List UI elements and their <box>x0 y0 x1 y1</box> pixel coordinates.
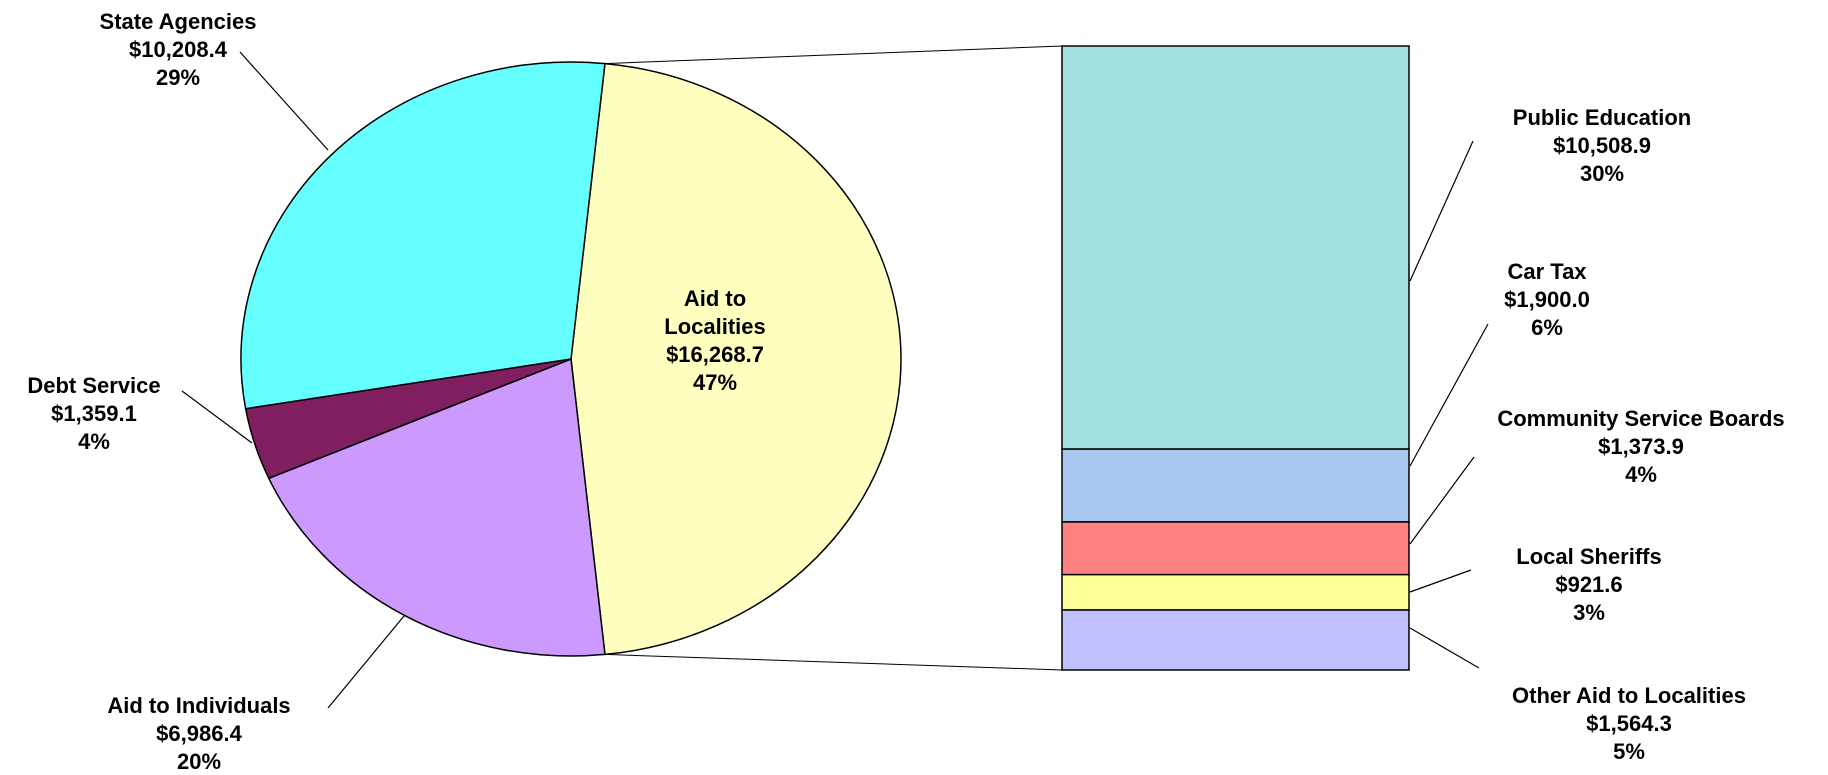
label-percent: 30% <box>1579 161 1625 186</box>
label-value: $10,208.4 <box>129 37 227 62</box>
label-name: Car Tax <box>1507 259 1587 284</box>
data-label: Debt Service $1,359.1 4% <box>27 372 160 456</box>
data-label: Community Service Boards $1,373.9 4% <box>1497 405 1784 489</box>
bar-segment <box>1061 448 1410 523</box>
label-percent: 4% <box>78 429 110 454</box>
label-value: $1,564.3 <box>1586 711 1672 736</box>
label-name: Aid to Individuals <box>107 693 291 718</box>
label-percent: 6% <box>1531 315 1563 340</box>
leader-line <box>1409 569 1472 593</box>
bar-segment <box>1061 573 1410 611</box>
connector-line <box>604 653 1063 671</box>
data-label: State Agencies $10,208.4 29% <box>100 8 257 92</box>
label-value: $1,359.1 <box>51 401 137 426</box>
connector-line <box>604 45 1063 65</box>
leader-line <box>1409 323 1489 467</box>
leader-line <box>327 615 405 709</box>
label-percent: 29% <box>155 65 201 90</box>
label-percent: 3% <box>1573 600 1605 625</box>
label-percent: 20% <box>176 749 222 774</box>
label-value: $1,373.9 <box>1598 434 1684 459</box>
label-value: $16,268.7 <box>666 342 764 367</box>
bar-segment <box>1061 45 1410 450</box>
bar-segment <box>1061 521 1410 576</box>
label-name: Aid to Localities <box>664 286 766 339</box>
data-label: Car Tax $1,900.0 6% <box>1504 258 1590 342</box>
pie-slice <box>240 61 606 410</box>
leader-line <box>181 390 253 444</box>
label-name: Public Education <box>1512 105 1692 130</box>
label-value: $6,986.4 <box>156 721 242 746</box>
label-percent: 4% <box>1625 462 1657 487</box>
data-label: Aid to Localities $16,268.7 47% <box>640 285 790 397</box>
leader-line <box>239 51 329 151</box>
label-percent: 5% <box>1613 739 1645 764</box>
leader-line <box>1409 627 1480 669</box>
label-percent: 47% <box>692 370 738 395</box>
bar-segment <box>1061 609 1410 671</box>
data-label: Local Sheriffs $921.6 3% <box>1516 543 1661 627</box>
leader-lines <box>181 51 1489 709</box>
label-value: $10,508.9 <box>1553 133 1651 158</box>
label-value: $921.6 <box>1555 572 1623 597</box>
label-name: State Agencies <box>99 9 257 34</box>
label-name: Local Sheriffs <box>1516 544 1662 569</box>
label-name: Community Service Boards <box>1497 406 1785 431</box>
pie-slice <box>570 62 902 656</box>
label-name: Other Aid to Localities <box>1512 683 1746 708</box>
leader-line <box>1409 456 1475 545</box>
label-name: Debt Service <box>27 373 161 398</box>
data-label: Public Education $10,508.9 30% <box>1513 104 1691 188</box>
data-label: Other Aid to Localities $1,564.3 5% <box>1512 682 1746 766</box>
pie-slice <box>267 357 606 657</box>
data-label: Aid to Individuals $6,986.4 20% <box>107 692 290 775</box>
label-value: $1,900.0 <box>1504 287 1590 312</box>
leader-line <box>1409 140 1474 282</box>
